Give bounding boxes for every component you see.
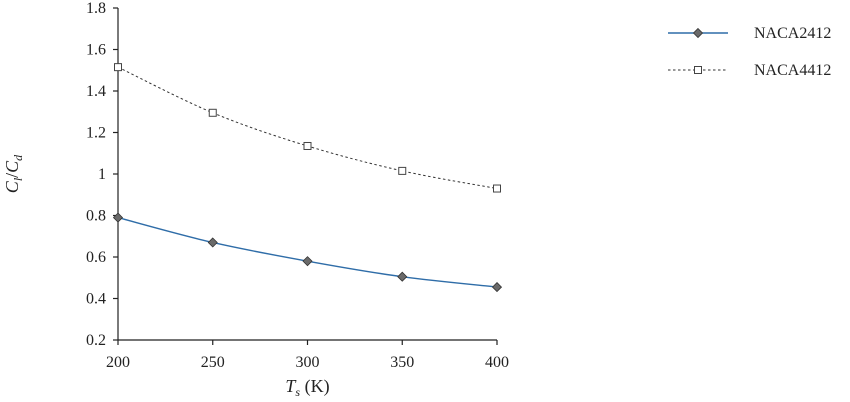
data-point	[208, 108, 217, 117]
y-axis-label-separator: /	[2, 173, 22, 178]
x-tick-label: 300	[296, 354, 320, 371]
legend-item-naca2412: NACA2412	[668, 25, 831, 42]
x-axis-label-unit: (K)	[300, 376, 330, 397]
x-tick-label: 350	[390, 354, 414, 371]
data-point	[114, 63, 122, 72]
data-point	[493, 184, 501, 193]
y-axis-label-subscript-1: l	[11, 177, 25, 181]
data-point	[397, 271, 408, 282]
legend-item-naca4412: NACA4412	[668, 62, 831, 79]
x-tick-label: 400	[485, 354, 509, 371]
y-axis-label-subscript-2: d	[11, 154, 25, 161]
x-axis-label-main: T	[285, 376, 297, 396]
y-tick-label: 1.6	[86, 42, 106, 59]
x-axis-label-subscript: s	[295, 385, 300, 399]
legend-marker	[692, 27, 704, 39]
legend: NACA2412 NACA4412	[668, 25, 831, 79]
legend-label: NACA2412	[754, 25, 831, 42]
legend-label: NACA4412	[754, 62, 831, 79]
y-ticks: 0.2 0.4 0.6 0.8 1 1.2 1.4 1.6 1.8	[86, 0, 118, 349]
x-axis-label: Ts (K)	[285, 376, 329, 399]
data-point	[303, 141, 312, 150]
y-tick-label: 0.4	[86, 291, 106, 308]
series-layer	[112, 63, 503, 293]
data-point	[398, 166, 407, 175]
x-tick-label: 250	[201, 354, 225, 371]
data-point	[491, 282, 503, 293]
y-tick-label: 1.2	[86, 125, 106, 142]
data-point	[207, 237, 218, 248]
data-point	[112, 212, 124, 223]
legend-marker	[694, 66, 702, 74]
series-naca2412	[112, 212, 503, 293]
x-ticks: 200 250 300 350 400	[106, 340, 509, 371]
y-tick-label: 0.6	[86, 249, 106, 266]
series-line	[117, 66, 498, 190]
axes	[117, 8, 497, 341]
data-point	[302, 256, 313, 267]
series-naca4412	[114, 63, 501, 193]
y-axis-label-main-1: C	[2, 180, 22, 193]
y-axis-label: Cl/Cd	[2, 154, 25, 193]
y-axis-label-main-2: C	[2, 160, 22, 173]
y-tick-label: 0.8	[86, 208, 106, 225]
y-tick-label: 1.8	[86, 0, 106, 17]
y-tick-label: 1	[98, 166, 106, 183]
y-tick-label: 1.4	[86, 83, 106, 100]
series-line	[117, 216, 498, 288]
x-tick-label: 200	[106, 354, 130, 371]
y-tick-label: 0.2	[86, 332, 106, 349]
